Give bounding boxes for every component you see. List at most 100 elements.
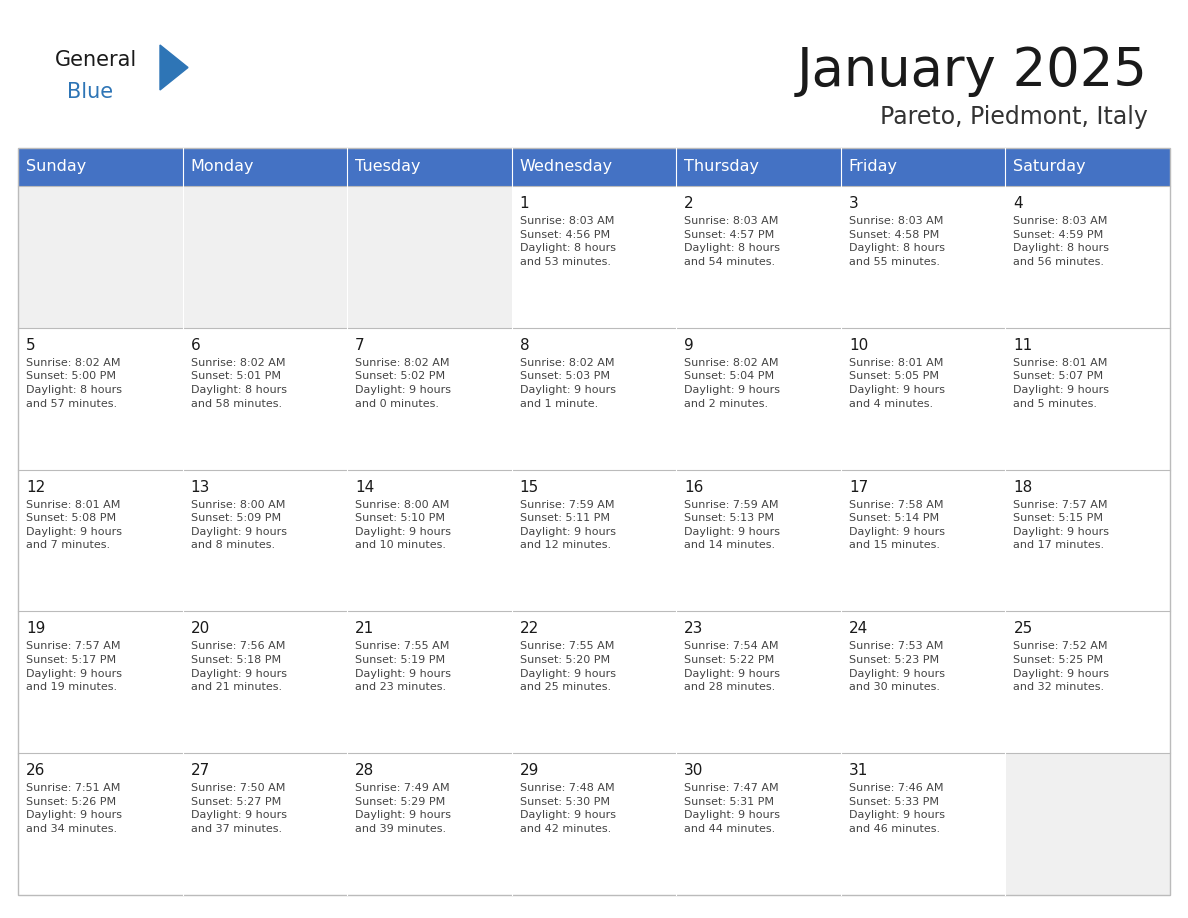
Bar bbox=[347, 753, 512, 895]
Bar bbox=[841, 470, 1005, 611]
Text: 12: 12 bbox=[26, 479, 45, 495]
Text: 10: 10 bbox=[849, 338, 868, 353]
Text: 6: 6 bbox=[190, 338, 201, 353]
Bar bbox=[1005, 148, 1170, 186]
Text: General: General bbox=[55, 50, 138, 70]
Text: Sunrise: 7:54 AM
Sunset: 5:22 PM
Daylight: 9 hours
and 28 minutes.: Sunrise: 7:54 AM Sunset: 5:22 PM Dayligh… bbox=[684, 642, 781, 692]
Text: Sunrise: 7:59 AM
Sunset: 5:13 PM
Daylight: 9 hours
and 14 minutes.: Sunrise: 7:59 AM Sunset: 5:13 PM Dayligh… bbox=[684, 499, 781, 551]
Text: Blue: Blue bbox=[67, 82, 113, 102]
Text: 29: 29 bbox=[519, 763, 539, 778]
Bar bbox=[512, 186, 676, 328]
Bar bbox=[841, 186, 1005, 328]
Text: Sunrise: 8:03 AM
Sunset: 4:56 PM
Daylight: 8 hours
and 53 minutes.: Sunrise: 8:03 AM Sunset: 4:56 PM Dayligh… bbox=[519, 216, 615, 267]
Text: Friday: Friday bbox=[849, 160, 898, 174]
Text: 22: 22 bbox=[519, 621, 539, 636]
Text: Sunrise: 8:02 AM
Sunset: 5:02 PM
Daylight: 9 hours
and 0 minutes.: Sunrise: 8:02 AM Sunset: 5:02 PM Dayligh… bbox=[355, 358, 451, 409]
Bar bbox=[183, 148, 347, 186]
Text: Sunrise: 7:56 AM
Sunset: 5:18 PM
Daylight: 9 hours
and 21 minutes.: Sunrise: 7:56 AM Sunset: 5:18 PM Dayligh… bbox=[190, 642, 286, 692]
Text: Wednesday: Wednesday bbox=[519, 160, 613, 174]
Bar bbox=[512, 753, 676, 895]
Bar bbox=[18, 611, 183, 753]
Text: Sunrise: 8:00 AM
Sunset: 5:10 PM
Daylight: 9 hours
and 10 minutes.: Sunrise: 8:00 AM Sunset: 5:10 PM Dayligh… bbox=[355, 499, 451, 551]
Bar bbox=[841, 328, 1005, 470]
Text: 16: 16 bbox=[684, 479, 703, 495]
Bar bbox=[676, 186, 841, 328]
Text: Sunrise: 8:03 AM
Sunset: 4:57 PM
Daylight: 8 hours
and 54 minutes.: Sunrise: 8:03 AM Sunset: 4:57 PM Dayligh… bbox=[684, 216, 781, 267]
Text: Sunrise: 7:47 AM
Sunset: 5:31 PM
Daylight: 9 hours
and 44 minutes.: Sunrise: 7:47 AM Sunset: 5:31 PM Dayligh… bbox=[684, 783, 781, 834]
Bar bbox=[183, 753, 347, 895]
Bar bbox=[512, 611, 676, 753]
Text: 14: 14 bbox=[355, 479, 374, 495]
Bar bbox=[183, 328, 347, 470]
Text: 31: 31 bbox=[849, 763, 868, 778]
Bar bbox=[18, 753, 183, 895]
Text: 27: 27 bbox=[190, 763, 210, 778]
Text: 25: 25 bbox=[1013, 621, 1032, 636]
Text: 21: 21 bbox=[355, 621, 374, 636]
Text: Sunrise: 7:57 AM
Sunset: 5:15 PM
Daylight: 9 hours
and 17 minutes.: Sunrise: 7:57 AM Sunset: 5:15 PM Dayligh… bbox=[1013, 499, 1110, 551]
Text: 26: 26 bbox=[26, 763, 45, 778]
Text: Sunrise: 8:02 AM
Sunset: 5:03 PM
Daylight: 9 hours
and 1 minute.: Sunrise: 8:02 AM Sunset: 5:03 PM Dayligh… bbox=[519, 358, 615, 409]
Text: Sunrise: 8:02 AM
Sunset: 5:01 PM
Daylight: 8 hours
and 58 minutes.: Sunrise: 8:02 AM Sunset: 5:01 PM Dayligh… bbox=[190, 358, 286, 409]
Text: 19: 19 bbox=[26, 621, 45, 636]
Bar bbox=[347, 470, 512, 611]
Bar bbox=[676, 148, 841, 186]
Bar bbox=[347, 328, 512, 470]
Text: Sunrise: 8:00 AM
Sunset: 5:09 PM
Daylight: 9 hours
and 8 minutes.: Sunrise: 8:00 AM Sunset: 5:09 PM Dayligh… bbox=[190, 499, 286, 551]
Text: Saturday: Saturday bbox=[1013, 160, 1086, 174]
Text: Sunrise: 7:57 AM
Sunset: 5:17 PM
Daylight: 9 hours
and 19 minutes.: Sunrise: 7:57 AM Sunset: 5:17 PM Dayligh… bbox=[26, 642, 122, 692]
Text: 7: 7 bbox=[355, 338, 365, 353]
Text: 2: 2 bbox=[684, 196, 694, 211]
Text: Sunrise: 8:02 AM
Sunset: 5:04 PM
Daylight: 9 hours
and 2 minutes.: Sunrise: 8:02 AM Sunset: 5:04 PM Dayligh… bbox=[684, 358, 781, 409]
Bar bbox=[1005, 611, 1170, 753]
Text: 9: 9 bbox=[684, 338, 694, 353]
Bar bbox=[512, 470, 676, 611]
Text: Sunrise: 8:01 AM
Sunset: 5:05 PM
Daylight: 9 hours
and 4 minutes.: Sunrise: 8:01 AM Sunset: 5:05 PM Dayligh… bbox=[849, 358, 944, 409]
Text: 3: 3 bbox=[849, 196, 859, 211]
Text: Monday: Monday bbox=[190, 160, 254, 174]
Bar bbox=[347, 611, 512, 753]
Bar bbox=[841, 611, 1005, 753]
Text: Sunrise: 7:59 AM
Sunset: 5:11 PM
Daylight: 9 hours
and 12 minutes.: Sunrise: 7:59 AM Sunset: 5:11 PM Dayligh… bbox=[519, 499, 615, 551]
Text: Sunrise: 7:48 AM
Sunset: 5:30 PM
Daylight: 9 hours
and 42 minutes.: Sunrise: 7:48 AM Sunset: 5:30 PM Dayligh… bbox=[519, 783, 615, 834]
Bar bbox=[347, 148, 512, 186]
Bar bbox=[676, 753, 841, 895]
Text: Sunrise: 8:03 AM
Sunset: 4:59 PM
Daylight: 8 hours
and 56 minutes.: Sunrise: 8:03 AM Sunset: 4:59 PM Dayligh… bbox=[1013, 216, 1110, 267]
Text: 23: 23 bbox=[684, 621, 703, 636]
Text: Sunrise: 8:02 AM
Sunset: 5:00 PM
Daylight: 8 hours
and 57 minutes.: Sunrise: 8:02 AM Sunset: 5:00 PM Dayligh… bbox=[26, 358, 122, 409]
Text: 1: 1 bbox=[519, 196, 530, 211]
Text: Tuesday: Tuesday bbox=[355, 160, 421, 174]
Bar bbox=[1005, 328, 1170, 470]
Text: 13: 13 bbox=[190, 479, 210, 495]
Bar bbox=[512, 148, 676, 186]
Text: January 2025: January 2025 bbox=[797, 45, 1148, 97]
Bar bbox=[676, 611, 841, 753]
Text: Sunrise: 8:01 AM
Sunset: 5:08 PM
Daylight: 9 hours
and 7 minutes.: Sunrise: 8:01 AM Sunset: 5:08 PM Dayligh… bbox=[26, 499, 122, 551]
Text: Sunrise: 7:50 AM
Sunset: 5:27 PM
Daylight: 9 hours
and 37 minutes.: Sunrise: 7:50 AM Sunset: 5:27 PM Dayligh… bbox=[190, 783, 286, 834]
Text: Sunrise: 7:58 AM
Sunset: 5:14 PM
Daylight: 9 hours
and 15 minutes.: Sunrise: 7:58 AM Sunset: 5:14 PM Dayligh… bbox=[849, 499, 944, 551]
Bar bbox=[676, 328, 841, 470]
Bar bbox=[183, 186, 347, 328]
Text: 17: 17 bbox=[849, 479, 868, 495]
Text: 5: 5 bbox=[26, 338, 36, 353]
Bar bbox=[18, 186, 183, 328]
Text: 28: 28 bbox=[355, 763, 374, 778]
Bar bbox=[1005, 470, 1170, 611]
Text: 30: 30 bbox=[684, 763, 703, 778]
Bar bbox=[347, 186, 512, 328]
Bar bbox=[183, 611, 347, 753]
Text: Sunrise: 7:53 AM
Sunset: 5:23 PM
Daylight: 9 hours
and 30 minutes.: Sunrise: 7:53 AM Sunset: 5:23 PM Dayligh… bbox=[849, 642, 944, 692]
Bar bbox=[18, 328, 183, 470]
Text: 18: 18 bbox=[1013, 479, 1032, 495]
Text: 15: 15 bbox=[519, 479, 539, 495]
Text: 24: 24 bbox=[849, 621, 868, 636]
Text: Sunrise: 7:55 AM
Sunset: 5:19 PM
Daylight: 9 hours
and 23 minutes.: Sunrise: 7:55 AM Sunset: 5:19 PM Dayligh… bbox=[355, 642, 451, 692]
Text: Sunrise: 7:49 AM
Sunset: 5:29 PM
Daylight: 9 hours
and 39 minutes.: Sunrise: 7:49 AM Sunset: 5:29 PM Dayligh… bbox=[355, 783, 451, 834]
Bar bbox=[183, 470, 347, 611]
Text: Pareto, Piedmont, Italy: Pareto, Piedmont, Italy bbox=[880, 105, 1148, 129]
Bar bbox=[841, 753, 1005, 895]
Bar bbox=[1005, 753, 1170, 895]
Text: Sunday: Sunday bbox=[26, 160, 87, 174]
Text: Thursday: Thursday bbox=[684, 160, 759, 174]
Text: Sunrise: 7:52 AM
Sunset: 5:25 PM
Daylight: 9 hours
and 32 minutes.: Sunrise: 7:52 AM Sunset: 5:25 PM Dayligh… bbox=[1013, 642, 1110, 692]
